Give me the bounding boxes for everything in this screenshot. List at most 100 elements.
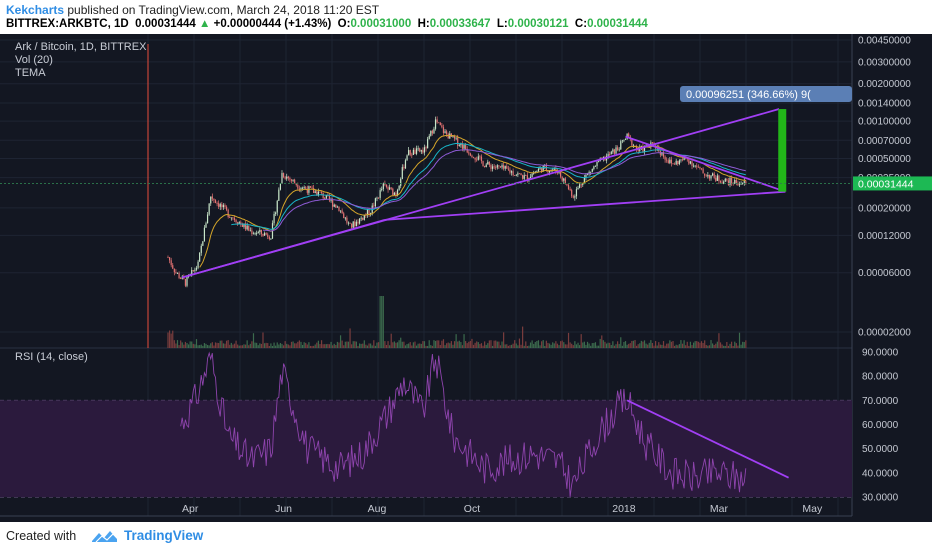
- candle-body: [333, 204, 335, 207]
- volume-bar: [623, 341, 625, 348]
- volume-bar: [271, 345, 274, 348]
- volume-bar: [577, 342, 579, 348]
- volume-bar: [330, 341, 332, 348]
- volume-bar: [734, 341, 736, 348]
- volume-bar: [284, 341, 286, 348]
- volume-bar: [650, 340, 652, 348]
- close-value: 0.00031444: [587, 18, 648, 30]
- candle-body: [607, 154, 609, 157]
- tradingview-logo-icon[interactable]: [90, 527, 120, 545]
- candle-body: [346, 217, 348, 223]
- candle-body: [324, 198, 326, 199]
- volume-bar: [593, 342, 595, 348]
- volume-bar: [225, 340, 228, 348]
- volume-bar: [168, 330, 171, 348]
- candle-body: [243, 223, 245, 227]
- candle-body: [636, 145, 638, 150]
- volume-bar: [377, 342, 380, 348]
- candle-body: [488, 161, 490, 165]
- candle-body: [618, 149, 620, 151]
- candle-body: [195, 267, 198, 270]
- volume-bar: [721, 344, 723, 348]
- candle-body: [723, 181, 725, 184]
- candle-body: [560, 172, 562, 177]
- candle-body: [536, 171, 538, 173]
- volume-bar: [558, 345, 560, 348]
- volume-bar: [333, 343, 335, 348]
- candle-body: [214, 200, 217, 204]
- volume-bar: [392, 342, 394, 348]
- candle-body: [251, 230, 253, 235]
- volume-bar: [387, 341, 389, 348]
- volume-bar: [526, 345, 528, 348]
- volume-bar: [294, 343, 296, 348]
- tradingview-brand-link[interactable]: TradingView: [124, 528, 204, 543]
- chart-svg[interactable]: 0.00096251 (346.66%) 9( 0.00450000 0.0030…: [0, 34, 932, 522]
- candle-body: [176, 273, 179, 274]
- candle-body: [669, 159, 671, 163]
- volume-bar: [602, 340, 604, 348]
- volume-bar: [512, 343, 514, 348]
- price-tick-label: 0.00006000: [858, 268, 911, 279]
- candle-body: [651, 142, 654, 144]
- volume-bar: [362, 343, 364, 348]
- volume-bar: [404, 345, 407, 348]
- candle-body: [184, 279, 187, 286]
- volume-bar: [469, 340, 471, 348]
- candle-body: [719, 180, 722, 183]
- time-tick-label: 2018: [612, 503, 636, 515]
- volume-bar: [461, 345, 464, 348]
- volume-bar: [420, 343, 422, 348]
- candle-body: [417, 148, 419, 150]
- candle-body: [598, 161, 600, 163]
- volume-bar: [680, 340, 682, 348]
- volume-bar: [262, 332, 264, 348]
- volume-bar: [268, 345, 270, 348]
- candle-body: [692, 165, 695, 167]
- volume-bar: [322, 344, 324, 348]
- candle-body: [716, 175, 718, 181]
- volume-bar: [370, 343, 372, 348]
- candle-body: [476, 159, 478, 161]
- volume-bar: [677, 345, 679, 348]
- candle-body: [510, 171, 513, 173]
- volume-bar: [674, 345, 676, 348]
- price-tick-label: 0.00050000: [858, 154, 911, 165]
- candle-body: [541, 167, 543, 172]
- volume-bar: [237, 344, 239, 348]
- candle-body: [482, 161, 484, 167]
- volume-bar: [743, 342, 745, 348]
- candle-body: [325, 195, 327, 199]
- candle-body: [210, 196, 212, 204]
- axes: 0.00450000 0.00300000 0.00200000 0.00140000…: [0, 36, 932, 515]
- chart-area[interactable]: 0.00096251 (346.66%) 9( 0.00450000 0.0030…: [0, 34, 932, 522]
- candle-body: [430, 130, 432, 136]
- volume-bar: [347, 341, 350, 348]
- time-tick-label: Apr: [182, 503, 199, 515]
- rsi-plot: [180, 351, 789, 497]
- volume-bar: [396, 342, 399, 348]
- volume-bar: [401, 341, 403, 348]
- time-tick-label: Jun: [275, 503, 292, 515]
- volume-bar: [685, 345, 687, 348]
- volume-bar: [727, 345, 730, 348]
- volume-bar: [186, 343, 188, 348]
- volume-bar: [195, 339, 198, 348]
- volume-bar: [450, 341, 452, 348]
- candle-body: [197, 261, 199, 268]
- candle-body: [385, 184, 388, 187]
- candle-body: [384, 183, 386, 185]
- author-link[interactable]: Kekcharts: [6, 3, 65, 17]
- volume-bar: [689, 341, 692, 348]
- volume-bar: [216, 342, 218, 348]
- volume-bar: [718, 333, 720, 348]
- candle-body: [339, 210, 342, 212]
- moving-average-line: [262, 149, 746, 232]
- candle-body: [218, 203, 220, 207]
- candle-body: [262, 233, 264, 236]
- volume-bar: [653, 345, 655, 348]
- candle-body: [617, 147, 619, 150]
- volume-bar: [222, 343, 225, 348]
- volume-bar: [715, 343, 717, 348]
- volume-bar: [601, 335, 603, 348]
